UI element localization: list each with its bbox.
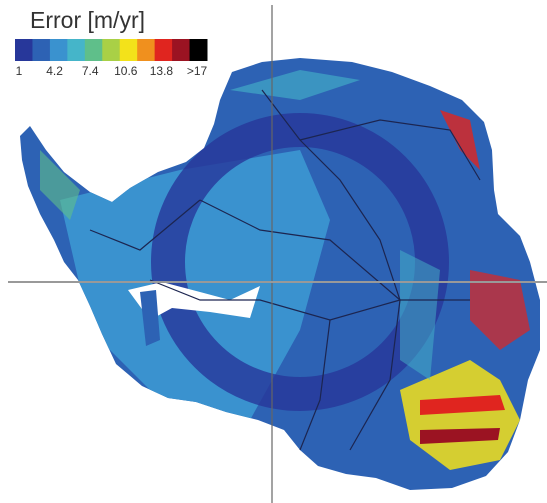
colorbar-label: 4.2 — [46, 64, 63, 78]
colorbar-swatch — [120, 39, 138, 61]
colorbar-labels: 1 4.2 7.4 10.6 13.8 >17 — [16, 64, 208, 78]
colorbar-label: >17 — [187, 64, 208, 78]
colorbar-swatch — [50, 39, 68, 61]
colorbar-label: 7.4 — [82, 64, 99, 78]
colorbar-swatch — [172, 39, 190, 61]
colorbar — [15, 39, 208, 61]
legend-title: Error [m/yr] — [30, 7, 145, 33]
colorbar-label: 10.6 — [114, 64, 138, 78]
colorbar-label: 13.8 — [150, 64, 174, 78]
colorbar-swatch — [137, 39, 155, 61]
colorbar-swatch — [67, 39, 85, 61]
colorbar-swatch — [190, 39, 208, 61]
colorbar-swatch — [85, 39, 103, 61]
colorbar-label: 1 — [16, 64, 23, 78]
colorbar-swatch — [102, 39, 120, 61]
colorbar-swatch — [155, 39, 173, 61]
colorbar-swatch — [32, 39, 50, 61]
colorbar-swatch — [15, 39, 33, 61]
map: Error [m/yr] 1 4.2 7.4 10.6 13.8 >17 — [0, 0, 547, 503]
